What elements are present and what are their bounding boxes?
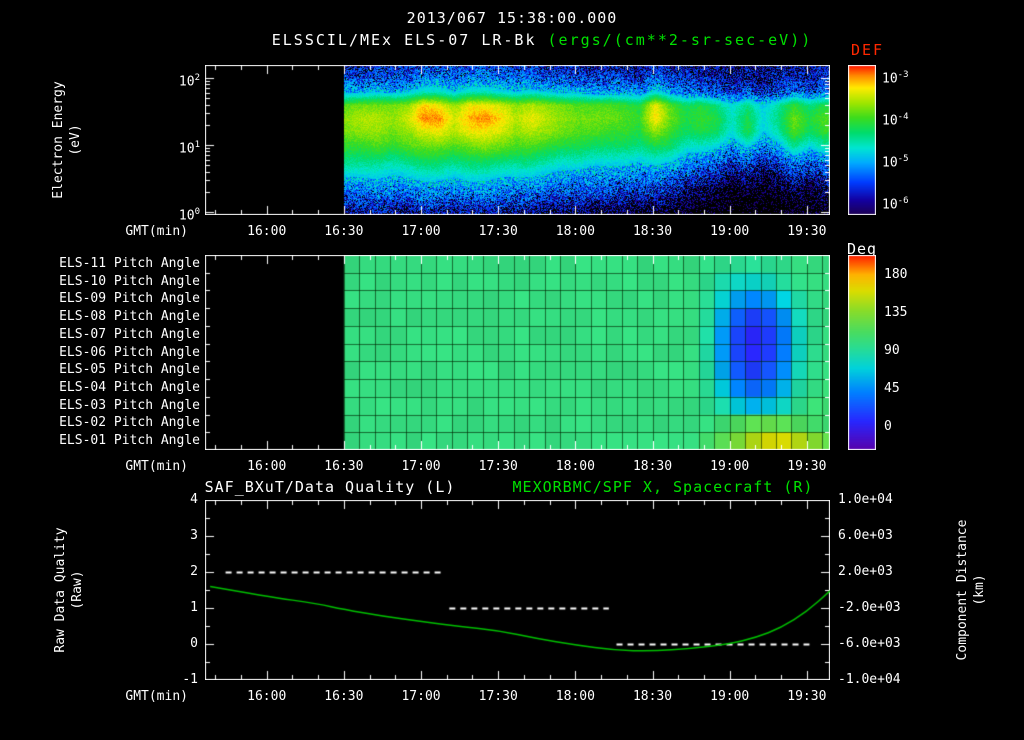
bottom-left-tick-label: 4 [190, 492, 198, 507]
bottom-right-axis-label: Component Distance (km) [954, 440, 990, 740]
x-tick-label-bottom: 17:30 [478, 689, 518, 704]
def-colorbar-tick-label: 10-6 [882, 196, 909, 213]
bottom-right-tick-label: 2.0e+03 [838, 564, 893, 579]
bottom-right-tick-label: 6.0e+03 [838, 528, 893, 543]
pitch-row-label: ELS-08 Pitch Angle [59, 309, 200, 324]
deg-colorbar [848, 255, 876, 450]
bottom-left-axis-label: Raw Data Quality (Raw) [52, 440, 88, 740]
pitch-row-label: ELS-06 Pitch Angle [59, 345, 200, 360]
x-tick-label-pitch: 17:00 [401, 459, 441, 474]
plot-page: 2013/067 15:38:00.000 ELSSCIL/MEx ELS-07… [30, 0, 1024, 704]
deg-colorbar-tick-label: 45 [884, 381, 900, 396]
x-tick-label-spectrogram: 18:30 [632, 224, 673, 239]
deg-colorbar-tick-label: 90 [884, 343, 900, 358]
pitch-row-label: ELS-05 Pitch Angle [59, 362, 200, 377]
bottom-right-tick-label: -6.0e+03 [838, 636, 901, 651]
x-tick-label-pitch: 19:30 [787, 459, 827, 474]
units-label: (ergs/(cm**2-sr-sec-eV)) [547, 31, 813, 49]
instrument-title: ELSSCIL/MEx ELS-07 LR-Bk [271, 31, 537, 49]
def-colorbar-tick-label: 10-5 [882, 154, 909, 171]
deg-colorbar-title: Deg [847, 240, 878, 258]
spectrogram-y-tick-label: 102 [178, 73, 200, 90]
x-tick-label-pitch: 18:30 [632, 459, 673, 474]
spectrogram-y-tick-label: 100 [178, 207, 200, 224]
bottom-left-axis-label-line2: (Raw) [70, 570, 85, 610]
deg-colorbar-tick-label: 180 [884, 267, 908, 282]
deg-colorbar-tick-label: 0 [884, 419, 892, 434]
pitch-row-label: ELS-11 Pitch Angle [59, 256, 200, 271]
gmt-axis-label-pitch: GMT(min) [125, 459, 188, 474]
x-tick-label-spectrogram: 19:00 [710, 224, 750, 239]
bottom-left-tick-label: -1 [182, 672, 198, 687]
bottom-panel-right-title: MEXORBMC/SPF X, Spacecraft (R) [512, 478, 814, 496]
x-tick-label-bottom: 18:00 [555, 689, 595, 704]
x-tick-label-spectrogram: 18:00 [555, 224, 595, 239]
x-tick-label-bottom: 16:00 [247, 689, 287, 704]
x-tick-label-bottom: 18:30 [632, 689, 673, 704]
bottom-right-axis-label-line2: (km) [972, 574, 987, 606]
spectrogram-y-axis-label: Electron Energy (eV) [50, 0, 86, 290]
pitch-row-label: ELS-03 Pitch Angle [59, 398, 200, 413]
x-tick-label-spectrogram: 17:30 [478, 224, 518, 239]
bottom-right-tick-label: -1.0e+04 [838, 672, 901, 687]
pitch-row-label: ELS-09 Pitch Angle [59, 291, 200, 306]
x-tick-label-pitch: 18:00 [555, 459, 595, 474]
x-tick-label-pitch: 17:30 [478, 459, 518, 474]
x-tick-label-bottom: 19:30 [787, 689, 827, 704]
pitch-angle-heatmap [205, 255, 830, 450]
bottom-left-tick-label: 2 [190, 564, 198, 579]
pitch-row-label: ELS-04 Pitch Angle [59, 380, 200, 395]
page-title: 2013/067 15:38:00.000 [406, 9, 618, 27]
electron-energy-spectrogram [205, 65, 830, 215]
def-colorbar-tick-label: 10-4 [882, 112, 909, 129]
spectrogram-y-tick-label: 101 [178, 140, 200, 157]
bottom-left-axis-label-line1: Raw Data Quality [53, 527, 68, 653]
x-tick-label-bottom: 19:00 [710, 689, 750, 704]
bottom-right-tick-label: -2.0e+03 [838, 600, 901, 615]
x-tick-label-spectrogram: 17:00 [401, 224, 441, 239]
pitch-row-label: ELS-07 Pitch Angle [59, 327, 200, 342]
bottom-right-tick-label: 1.0e+04 [838, 492, 893, 507]
pitch-row-label: ELS-01 Pitch Angle [59, 433, 200, 448]
gmt-axis-label-spectrogram: GMT(min) [125, 224, 188, 239]
x-tick-label-bottom: 16:30 [324, 689, 364, 704]
spectrogram-y-axis-label-line1: Electron Energy [51, 81, 66, 199]
x-tick-label-spectrogram: 19:30 [787, 224, 827, 239]
def-colorbar-title: DEF [851, 41, 885, 59]
pitch-row-label: ELS-02 Pitch Angle [59, 415, 200, 430]
bottom-left-tick-label: 3 [190, 528, 198, 543]
bottom-left-tick-label: 1 [190, 600, 198, 615]
x-tick-label-spectrogram: 16:30 [324, 224, 364, 239]
plot-title: ELSSCIL/MEx ELS-07 LR-Bk (ergs/(cm**2-sr… [30, 31, 1024, 49]
def-colorbar-tick-label: 10-3 [882, 70, 909, 87]
bottom-right-axis-label-line1: Component Distance [955, 519, 970, 661]
spectrogram-y-axis-label-line2: (eV) [68, 124, 83, 156]
x-tick-label-pitch: 16:30 [324, 459, 364, 474]
x-tick-label-bottom: 17:00 [401, 689, 441, 704]
data-quality-distance-plot [205, 500, 830, 680]
pitch-row-label: ELS-10 Pitch Angle [59, 274, 200, 289]
gmt-axis-label-bottom: GMT(min) [125, 689, 188, 704]
x-tick-label-pitch: 16:00 [247, 459, 287, 474]
x-tick-label-pitch: 19:00 [710, 459, 750, 474]
bottom-panel-left-title: SAF_BXuT/Data Quality (L) [204, 478, 456, 496]
deg-colorbar-tick-label: 135 [884, 305, 908, 320]
def-colorbar [848, 65, 876, 215]
x-tick-label-spectrogram: 16:00 [247, 224, 287, 239]
bottom-left-tick-label: 0 [190, 636, 198, 651]
